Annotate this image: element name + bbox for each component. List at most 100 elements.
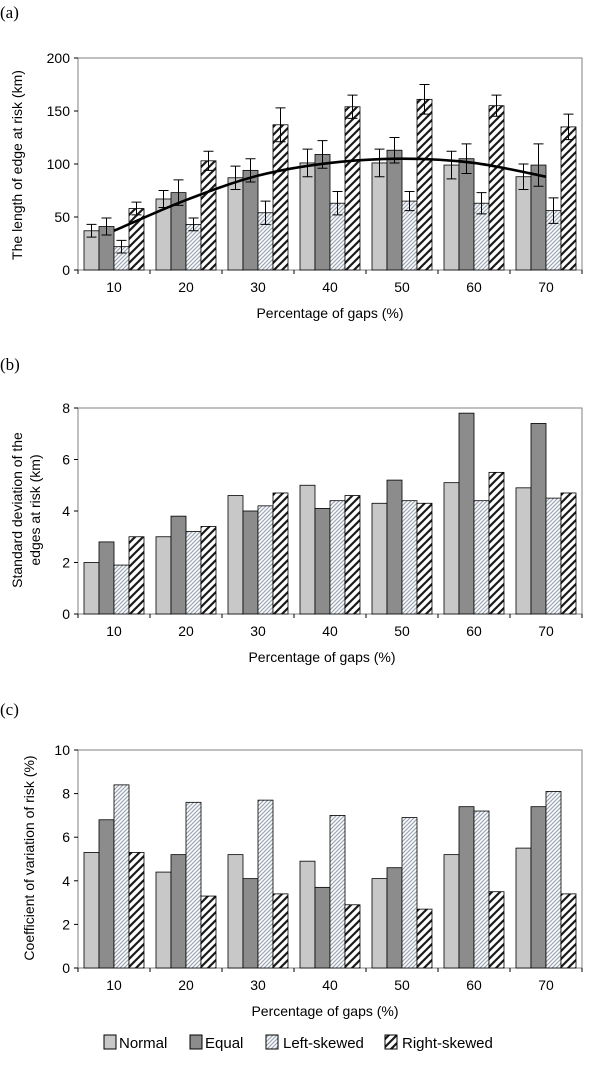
error-bar-normal-10 <box>86 223 97 238</box>
bar-normal-30 <box>227 177 244 271</box>
error-bar-normal-30 <box>230 165 241 190</box>
error-bar-normal-60 <box>446 150 457 180</box>
error-bar-normal-40 <box>302 148 313 178</box>
x-tick-label: 10 <box>106 279 122 295</box>
bar-right-skewed-50 <box>416 98 433 271</box>
error-bar-right-skewed-40 <box>347 94 358 119</box>
legend-label-left-skewed: Left-skewed <box>283 1035 364 1052</box>
bar-normal-60 <box>443 854 460 969</box>
legend-label-normal: Normal <box>119 1035 167 1052</box>
y-tick-label: 0 <box>62 960 70 976</box>
x-tick-label: 10 <box>106 623 122 639</box>
y-axis-label-c: Coefficient of variation of risk (%) <box>21 755 37 960</box>
bar-right-skewed-10 <box>128 536 145 615</box>
bar-normal-50 <box>371 502 388 615</box>
bar-equal-60 <box>458 412 475 615</box>
bar-left-skewed-60 <box>473 810 490 969</box>
bar-normal-30 <box>227 854 244 969</box>
x-tick-label: 40 <box>322 279 338 295</box>
error-bar-right-skewed-10 <box>131 201 142 216</box>
bar-left-skewed-70 <box>545 791 562 969</box>
legend-swatch-normal <box>103 1034 117 1050</box>
y-axis-label-b-line2: edges at risk (km) <box>27 454 43 565</box>
x-tick-label: 30 <box>250 623 266 639</box>
bar-left-skewed-60 <box>473 500 490 615</box>
bar-right-skewed-30 <box>272 893 289 969</box>
x-tick-label: 20 <box>178 977 194 993</box>
bar-normal-70 <box>515 176 532 271</box>
bar-equal-60 <box>458 806 475 969</box>
x-axis-label-a: Percentage of gaps (%) <box>256 305 403 321</box>
bar-normal-30 <box>227 495 244 615</box>
x-tick-label: 50 <box>394 279 410 295</box>
bar-left-skewed-10 <box>113 784 130 969</box>
bar-right-skewed-20 <box>200 526 217 615</box>
y-tick-label: 8 <box>62 786 70 802</box>
y-tick-label: 2 <box>62 555 70 571</box>
error-bar-left-skewed-40 <box>332 191 343 216</box>
trend-line <box>113 157 547 232</box>
bar-right-skewed-50 <box>416 502 433 615</box>
y-tick-label: 4 <box>62 503 70 519</box>
bar-right-skewed-10 <box>128 852 145 969</box>
bar-equal-20 <box>170 854 187 969</box>
panel-b: (b) Standard deviation of the edges at r… <box>0 355 583 665</box>
x-tick-label: 60 <box>466 977 482 993</box>
error-bar-equal-60 <box>461 143 472 175</box>
bar-equal-40 <box>314 508 331 615</box>
bar-normal-70 <box>515 847 532 969</box>
y-tick-label: 6 <box>62 829 70 845</box>
bar-equal-40 <box>314 154 331 271</box>
bar-normal-10 <box>83 852 100 969</box>
bar-left-skewed-50 <box>401 200 418 271</box>
bar-left-skewed-20 <box>185 531 202 615</box>
y-tick-label: 10 <box>54 742 70 758</box>
bar-right-skewed-60 <box>488 471 505 615</box>
error-bar-left-skewed-10 <box>116 239 127 254</box>
bar-equal-30 <box>242 169 259 271</box>
bar-right-skewed-60 <box>488 105 505 271</box>
bar-normal-60 <box>443 164 460 271</box>
bar-equal-70 <box>530 806 547 969</box>
y-axis-label-a: The length of edge at risk (km) <box>9 70 25 260</box>
x-axis-label-b: Percentage of gaps (%) <box>248 649 395 665</box>
bar-equal-30 <box>242 510 259 615</box>
legend-label-equal: Equal <box>205 1035 243 1052</box>
x-tick-label: 10 <box>106 977 122 993</box>
bar-right-skewed-60 <box>488 891 505 969</box>
bar-equal-10 <box>98 819 115 969</box>
bar-equal-70 <box>530 423 547 615</box>
y-tick-label: 0 <box>62 606 70 622</box>
y-tick-label: 200 <box>47 50 71 66</box>
bar-normal-20 <box>155 871 172 969</box>
y-tick-label: 100 <box>47 156 71 172</box>
panel-label-b: (b) <box>0 355 20 374</box>
panel-label-a: (a) <box>0 3 19 22</box>
x-tick-label: 30 <box>250 279 266 295</box>
bar-normal-70 <box>515 487 532 615</box>
legend-swatch-equal <box>189 1034 203 1050</box>
error-bar-normal-70 <box>518 163 529 190</box>
bar-left-skewed-40 <box>329 815 346 969</box>
bar-right-skewed-40 <box>344 495 361 615</box>
bar-right-skewed-50 <box>416 908 433 969</box>
y-tick-label: 50 <box>54 209 70 225</box>
bar-left-skewed-50 <box>401 817 418 969</box>
x-tick-label: 30 <box>250 977 266 993</box>
bar-left-skewed-70 <box>545 497 562 615</box>
bar-equal-20 <box>170 515 187 615</box>
error-bar-left-skewed-70 <box>548 197 559 224</box>
error-bar-equal-70 <box>533 143 544 187</box>
y-tick-label: 6 <box>62 452 70 468</box>
error-bar-left-skewed-50 <box>404 191 415 212</box>
panel-c: (c) Coefficient of variation of risk (%)… <box>0 700 583 1019</box>
error-bar-normal-50 <box>374 148 385 178</box>
x-tick-label: 70 <box>538 279 554 295</box>
bar-normal-50 <box>371 878 388 969</box>
panel-label-c: (c) <box>0 700 19 719</box>
y-tick-label: 8 <box>62 400 70 416</box>
x-tick-label: 50 <box>394 977 410 993</box>
error-bar-right-skewed-60 <box>491 94 502 117</box>
bar-normal-40 <box>299 860 316 969</box>
